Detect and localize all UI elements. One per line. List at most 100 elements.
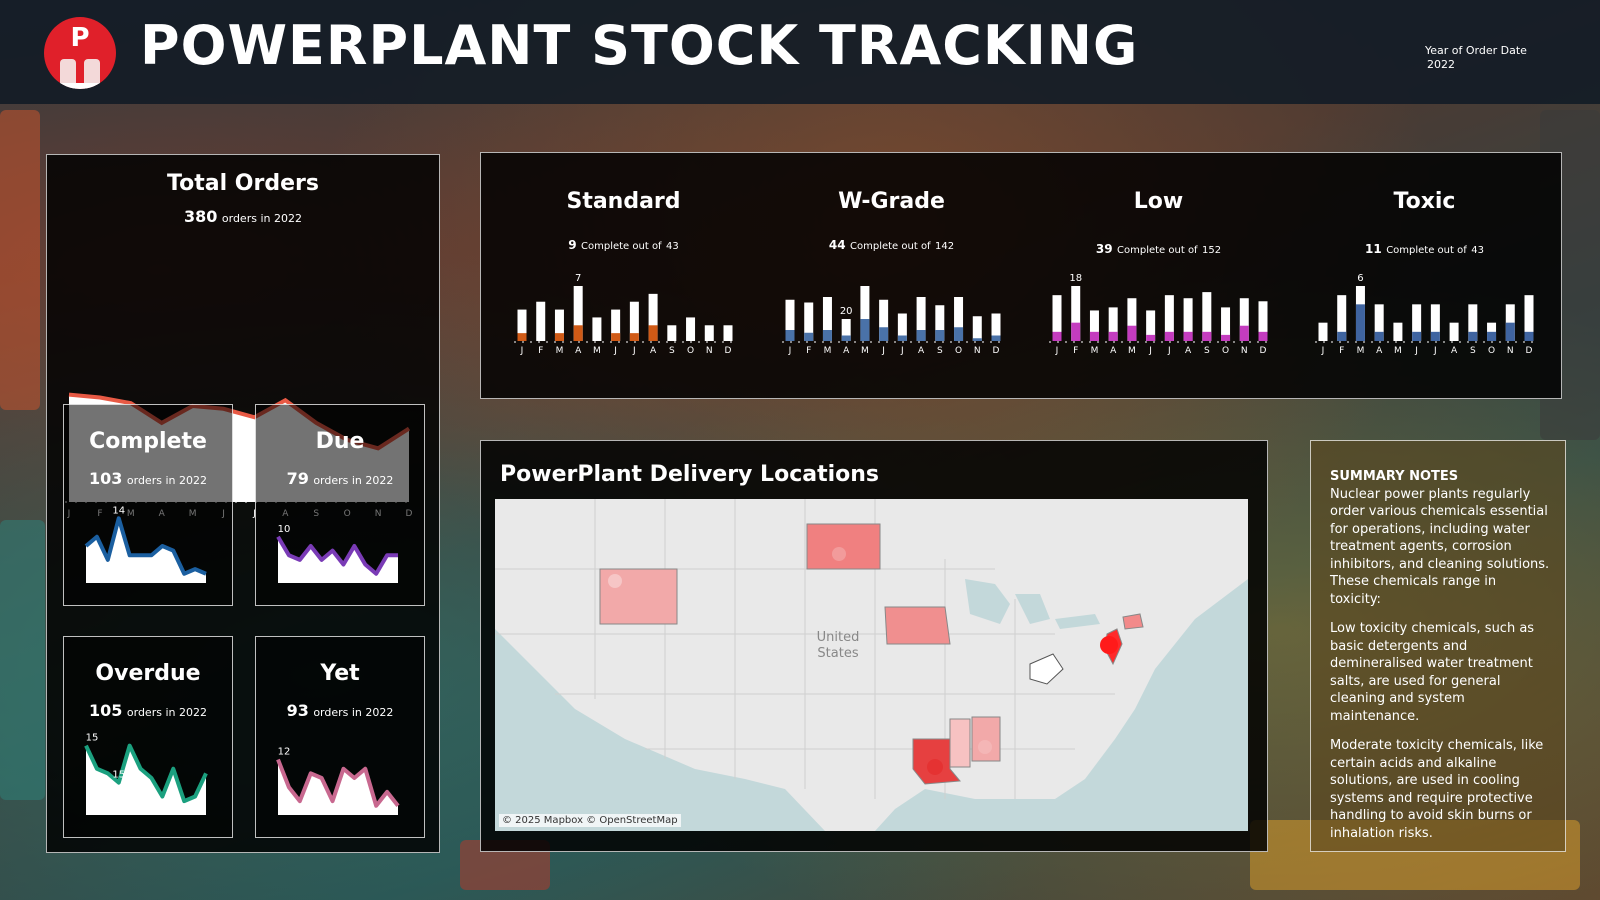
grade-bar [1468, 304, 1478, 341]
total-orders-suffix: orders in 2022 [221, 212, 302, 225]
summary-panel [1310, 440, 1566, 852]
due-card[interactable]: Due 79 orders in 2022 10 [255, 404, 425, 606]
year-filter-value[interactable]: 2022 [1427, 58, 1455, 71]
summary-notes: SUMMARY NOTES Nuclear power plants regul… [1330, 468, 1550, 854]
month-tick-label: M [1357, 346, 1365, 356]
summary-paragraph-2: Low toxicity chemicals, such as basic de… [1330, 621, 1535, 724]
marker-louisiana [927, 759, 943, 775]
grade-bar [536, 301, 546, 341]
month-tick-label: A [1110, 346, 1117, 356]
month-tick-label: A [1185, 346, 1192, 356]
state-north-dakota [806, 523, 881, 570]
grade-bar [1318, 322, 1328, 341]
month-tick-label: J [1167, 346, 1171, 356]
grade-bar-complete [554, 333, 564, 341]
map-title: PowerPlant Delivery Locations [500, 462, 880, 487]
month-tick-label: D [1260, 346, 1267, 356]
logo-base [52, 83, 108, 89]
grade-standard[interactable]: Standard 9 Complete out of 43 J F M A 7 M J J A S… [496, 153, 751, 398]
total-orders-count: 380 [184, 207, 218, 226]
month-tick-label: F [538, 346, 543, 356]
marker-north-dakota [832, 547, 846, 561]
map-canvas: United States [495, 499, 1248, 831]
month-tick-label: M [824, 346, 832, 356]
month-tick-label: M [556, 346, 564, 356]
state-borders [495, 499, 1115, 799]
grade-bar [1108, 307, 1118, 341]
yet-count: 93 [286, 701, 309, 720]
grade-bar [841, 319, 851, 341]
grade-bar [1183, 298, 1193, 341]
month-tick-label: S [669, 346, 675, 356]
year-filter-label: Year of Order Date [1425, 44, 1527, 57]
month-tick-label: N [1241, 346, 1248, 356]
month-tick-label: O [687, 346, 694, 356]
overdue-card[interactable]: Overdue 105 orders in 2022 15 15 [63, 636, 233, 838]
grade-bar-complete [1146, 334, 1156, 341]
grade-toxic[interactable]: Toxic 11 Complete out of 43 J F M 6 A M J J A S O N… [1297, 153, 1552, 398]
grade-bar [1258, 301, 1268, 341]
month-tick-label: J [632, 346, 636, 356]
month-tick-label: J [520, 346, 524, 356]
grade-bar [573, 286, 583, 341]
sparkline-peak-label: 15 [86, 733, 99, 744]
state-mississippi [949, 718, 971, 768]
due-sparkline: 10 [276, 524, 398, 583]
grade-summary: 9 Complete out of 43 [496, 237, 751, 253]
grade-bar [611, 309, 621, 341]
grade-complete-count: 9 [568, 238, 577, 252]
month-tick-label: J [1148, 346, 1152, 356]
grade-total: 43 [1471, 245, 1484, 256]
grade-bar [785, 299, 795, 341]
grade-bar [592, 317, 602, 341]
complete-title: Complete [89, 429, 207, 454]
month-tick-label: D [725, 346, 732, 356]
state-massachusetts [1122, 613, 1144, 630]
logo-letter: P [70, 23, 90, 53]
grade-summary-text: Complete out of [581, 241, 662, 252]
month-tick-label: F [1073, 346, 1078, 356]
grade-bar-complete [935, 330, 945, 341]
month-tick-label: S [1204, 346, 1210, 356]
grade-bar [648, 293, 658, 341]
map-attribution[interactable]: © 2025 Mapbox © OpenStreetMap [499, 814, 681, 827]
grade-summary: 11 Complete out of 43 [1297, 241, 1552, 257]
yet-summary: 93 orders in 2022 [256, 701, 424, 720]
grade-bar-chart: J F M A 20 M J J A S O N D [782, 286, 1004, 356]
month-tick-label: S [937, 346, 943, 356]
month-tick-label: A [650, 346, 657, 356]
grades-panel: Standard 9 Complete out of 43 J F M A 7 M J J A S… [480, 152, 1562, 399]
due-summary: 79 orders in 2022 [256, 469, 424, 488]
grade-summary-text: Complete out of [850, 241, 931, 252]
grade-title: Toxic [1393, 189, 1456, 214]
month-tick-label: O [1488, 346, 1495, 356]
month-tick-label: M [1394, 346, 1402, 356]
bg-machine-teal [0, 520, 45, 800]
cooling-tower-icon [60, 59, 76, 89]
marker-oregon [608, 574, 622, 588]
year-filter[interactable]: Year of Order Date 2022 [1425, 44, 1527, 72]
complete-card[interactable]: Complete 103 orders in 2022 14 [63, 404, 233, 606]
grade-peak-label: 18 [1069, 273, 1082, 284]
month-tick-label: N [706, 346, 713, 356]
grade-bar [1071, 286, 1081, 341]
grade-peak-label: 20 [840, 306, 853, 317]
grade-bar [804, 302, 814, 341]
grade-bar-complete [648, 325, 658, 341]
sparkline-line [84, 743, 208, 804]
grade-bar-complete [804, 332, 814, 341]
summary-paragraph-3: Moderate toxicity chemicals, like certai… [1330, 738, 1544, 841]
summary-paragraph-1: Nuclear power plants regularly order var… [1330, 486, 1550, 607]
country-label-line2: States [817, 646, 858, 661]
yet-card[interactable]: Yet 93 orders in 2022 12 [255, 636, 425, 838]
grade-bar-complete [629, 333, 639, 341]
sparkline-peak-label: 12 [278, 747, 291, 758]
grade-bar-complete [1374, 331, 1384, 341]
grade-bar [1374, 304, 1384, 341]
grade-bar-complete [1089, 331, 1099, 341]
grade-bar-complete [1487, 331, 1497, 341]
grade-w-grade[interactable]: W-Grade 44 Complete out of 142 J F M A 20 M J J… [764, 153, 1019, 398]
delivery-map[interactable]: United States © 2025 Mapbox © OpenStreet… [495, 499, 1248, 831]
grade-low[interactable]: Low 39 Complete out of 152 J F 18 M A M J J A S O N… [1031, 153, 1286, 398]
month-tick-label: M [1128, 346, 1136, 356]
